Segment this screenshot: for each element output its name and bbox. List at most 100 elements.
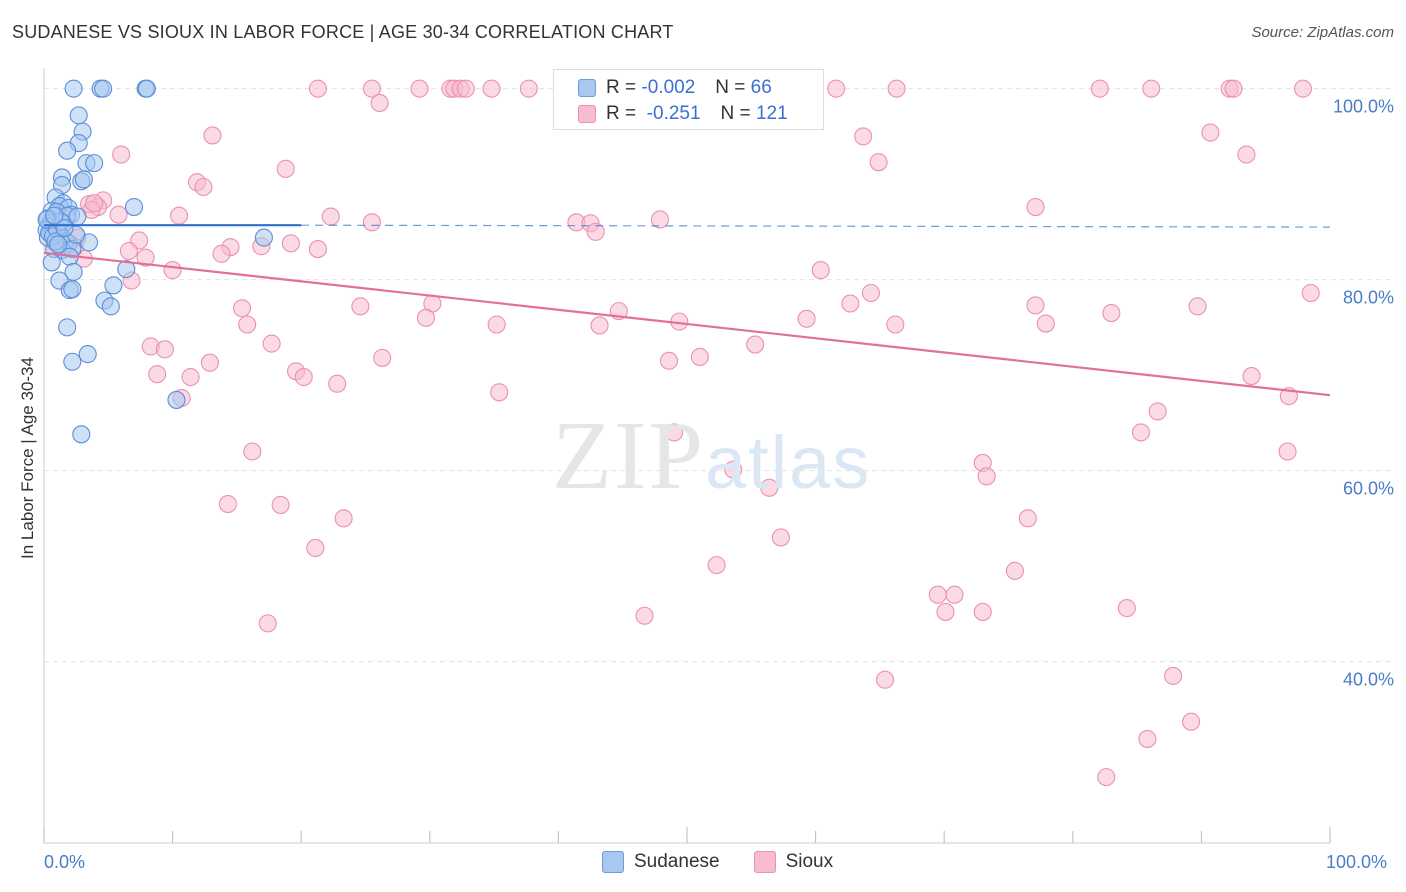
sioux-point bbox=[1117, 599, 1136, 618]
legend-item-sudanese: Sudanese bbox=[602, 851, 720, 873]
legend-r-label: R = bbox=[606, 103, 637, 124]
sioux-point bbox=[181, 367, 200, 387]
sioux-point bbox=[308, 79, 327, 98]
sioux-point bbox=[456, 79, 475, 98]
legend-r-label: R = bbox=[606, 77, 637, 98]
series-legend: Sudanese Sioux bbox=[602, 851, 867, 873]
sioux-point bbox=[136, 248, 155, 267]
y-tick-label: 40.0% bbox=[1342, 669, 1394, 690]
sudanese-point bbox=[74, 170, 93, 189]
legend-label-sioux: Sioux bbox=[785, 851, 834, 872]
sioux-point bbox=[746, 335, 765, 354]
sioux-point bbox=[1142, 79, 1161, 98]
sioux-point bbox=[707, 556, 726, 575]
sioux-point bbox=[886, 315, 905, 334]
sioux-point bbox=[203, 126, 222, 145]
sioux-point bbox=[590, 316, 609, 335]
sioux-point bbox=[218, 494, 237, 514]
legend-n-value: 66 bbox=[750, 77, 772, 98]
sioux-point bbox=[416, 308, 435, 327]
sioux-point bbox=[1102, 303, 1121, 323]
sioux-point bbox=[1018, 509, 1037, 528]
sioux-point bbox=[334, 509, 353, 528]
sudanese-point bbox=[72, 425, 91, 444]
sudanese-point bbox=[85, 154, 104, 173]
sioux-point bbox=[262, 334, 281, 353]
sioux-point bbox=[109, 205, 128, 224]
chart-title: SUDANESE VS SIOUX IN LABOR FORCE | AGE 3… bbox=[12, 22, 674, 42]
sioux-point bbox=[1164, 666, 1183, 685]
sioux-point bbox=[1026, 296, 1045, 315]
sioux-point bbox=[1301, 283, 1320, 303]
sioux-point bbox=[1237, 145, 1256, 164]
sioux-point bbox=[321, 207, 340, 226]
sudanese-point bbox=[58, 141, 77, 160]
sioux-point bbox=[854, 127, 873, 146]
legend-label-sudanese: Sudanese bbox=[634, 851, 720, 872]
sioux-point bbox=[271, 495, 290, 515]
sioux-point bbox=[945, 585, 964, 604]
sudanese-point bbox=[49, 235, 68, 254]
sudanese-point bbox=[167, 390, 186, 409]
sioux-point bbox=[797, 309, 816, 328]
sudanese-point bbox=[124, 198, 144, 217]
sudanese-point bbox=[45, 206, 64, 225]
stats-legend: R = -0.002 N = 66 R = -0.251 N = 121 bbox=[553, 69, 824, 130]
legend-swatch-sioux bbox=[578, 105, 596, 123]
sioux-point bbox=[200, 353, 219, 372]
sioux-point bbox=[1293, 79, 1313, 98]
sioux-point bbox=[281, 234, 300, 253]
sioux-point bbox=[724, 460, 743, 479]
sioux-point bbox=[1201, 123, 1220, 142]
grid-lines bbox=[44, 88, 1392, 663]
sioux-point bbox=[977, 467, 996, 486]
sioux-point bbox=[887, 79, 906, 98]
sioux-point bbox=[936, 602, 955, 621]
axes bbox=[43, 68, 1331, 844]
sioux-point bbox=[490, 383, 509, 402]
sioux-point bbox=[410, 79, 429, 98]
sioux-point bbox=[760, 478, 779, 497]
sioux-point bbox=[243, 442, 262, 461]
sudanese-point bbox=[94, 79, 113, 98]
sudanese-point bbox=[55, 219, 74, 238]
sudanese-points bbox=[37, 79, 273, 444]
x-tick-label-min: 0.0% bbox=[44, 852, 86, 872]
sioux-point bbox=[928, 585, 947, 604]
legend-swatch-sudanese bbox=[602, 851, 624, 873]
sioux-point bbox=[827, 79, 846, 98]
legend-n-value: 121 bbox=[755, 103, 788, 124]
sioux-point bbox=[1138, 729, 1157, 748]
sioux-point bbox=[308, 240, 327, 259]
sioux-point bbox=[294, 367, 313, 387]
sioux-point bbox=[362, 79, 381, 98]
y-tick-label: 100.0% bbox=[1332, 96, 1394, 117]
sudanese-point bbox=[42, 253, 61, 272]
legend-r-value: -0.002 bbox=[641, 77, 696, 98]
sioux-trend-line bbox=[43, 251, 1331, 397]
sudanese-point bbox=[63, 352, 82, 371]
legend-n-label: N = bbox=[720, 103, 751, 124]
sudanese-point bbox=[104, 276, 123, 295]
legend-r-value: -0.251 bbox=[646, 103, 701, 124]
sioux-point bbox=[119, 241, 138, 261]
sudanese-point bbox=[254, 228, 273, 247]
sioux-point bbox=[1182, 712, 1201, 731]
sudanese-point bbox=[64, 79, 83, 98]
sioux-point bbox=[586, 222, 605, 241]
sioux-point bbox=[163, 261, 182, 280]
sioux-point bbox=[869, 153, 888, 172]
sudanese-point bbox=[68, 207, 87, 226]
sioux-point bbox=[690, 347, 709, 367]
sioux-point bbox=[487, 315, 506, 334]
sioux-point bbox=[148, 365, 167, 384]
sioux-point bbox=[351, 297, 370, 316]
sioux-point bbox=[232, 299, 252, 318]
source-label: Source: ZipAtlas.com bbox=[1251, 24, 1394, 41]
legend-n-label: N = bbox=[715, 77, 746, 98]
sioux-point bbox=[1278, 442, 1297, 461]
sioux-point bbox=[482, 79, 501, 98]
legend-row-sioux: R = -0.251 N = 121 bbox=[578, 101, 788, 127]
y-tick-label: 60.0% bbox=[1342, 478, 1394, 499]
sudanese-point bbox=[137, 79, 156, 98]
